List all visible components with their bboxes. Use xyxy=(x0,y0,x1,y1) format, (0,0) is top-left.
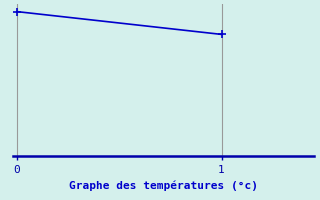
X-axis label: Graphe des températures (°c): Graphe des températures (°c) xyxy=(69,181,258,191)
